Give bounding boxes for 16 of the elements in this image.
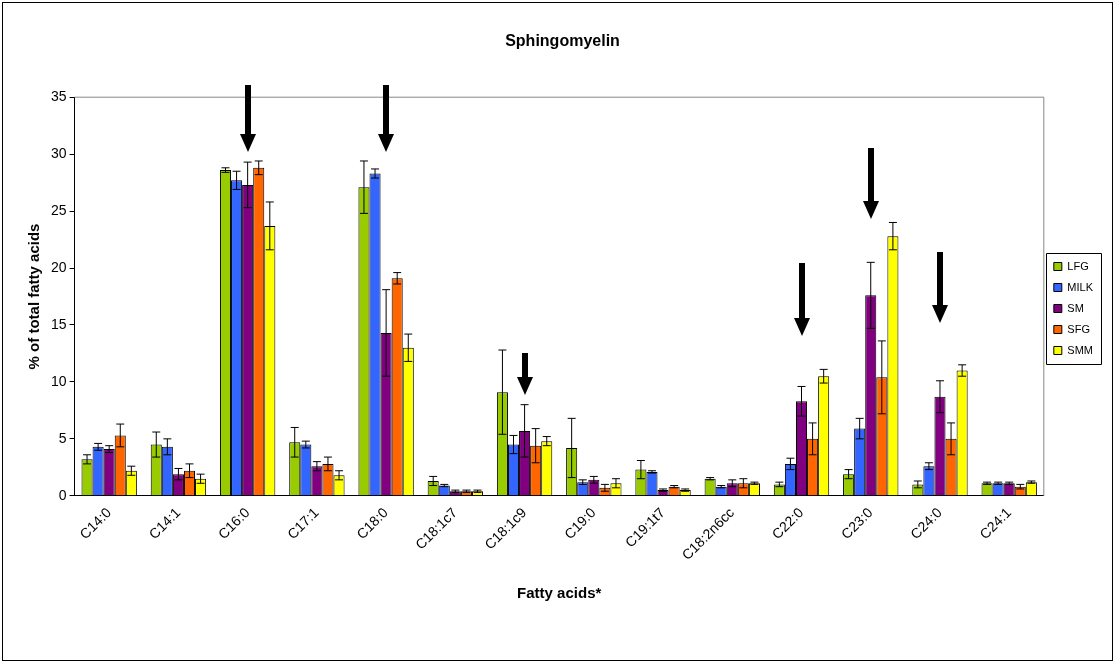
y-axis-title: % of total fatty acids bbox=[25, 223, 43, 370]
y-tick-label: 5 bbox=[58, 429, 67, 446]
legend-label: LFG bbox=[1067, 259, 1089, 272]
y-tick-label: 15 bbox=[50, 315, 67, 332]
legend-label: SMM bbox=[1067, 343, 1093, 356]
y-tick-label: 10 bbox=[50, 372, 67, 389]
legend-label: MILK bbox=[1067, 280, 1094, 293]
y-tick-label: 30 bbox=[50, 145, 67, 161]
legend-label: SFG bbox=[1067, 322, 1090, 335]
x-axis-title: Fatty acids* bbox=[517, 584, 602, 602]
y-tick-label: 25 bbox=[50, 201, 67, 218]
y-tick-label: 20 bbox=[50, 258, 67, 275]
legend-label: SM bbox=[1067, 301, 1084, 314]
y-tick-label: 35 bbox=[50, 88, 67, 105]
chart-title: Sphingomyelin bbox=[505, 32, 620, 50]
y-tick-label: 0 bbox=[58, 486, 67, 503]
